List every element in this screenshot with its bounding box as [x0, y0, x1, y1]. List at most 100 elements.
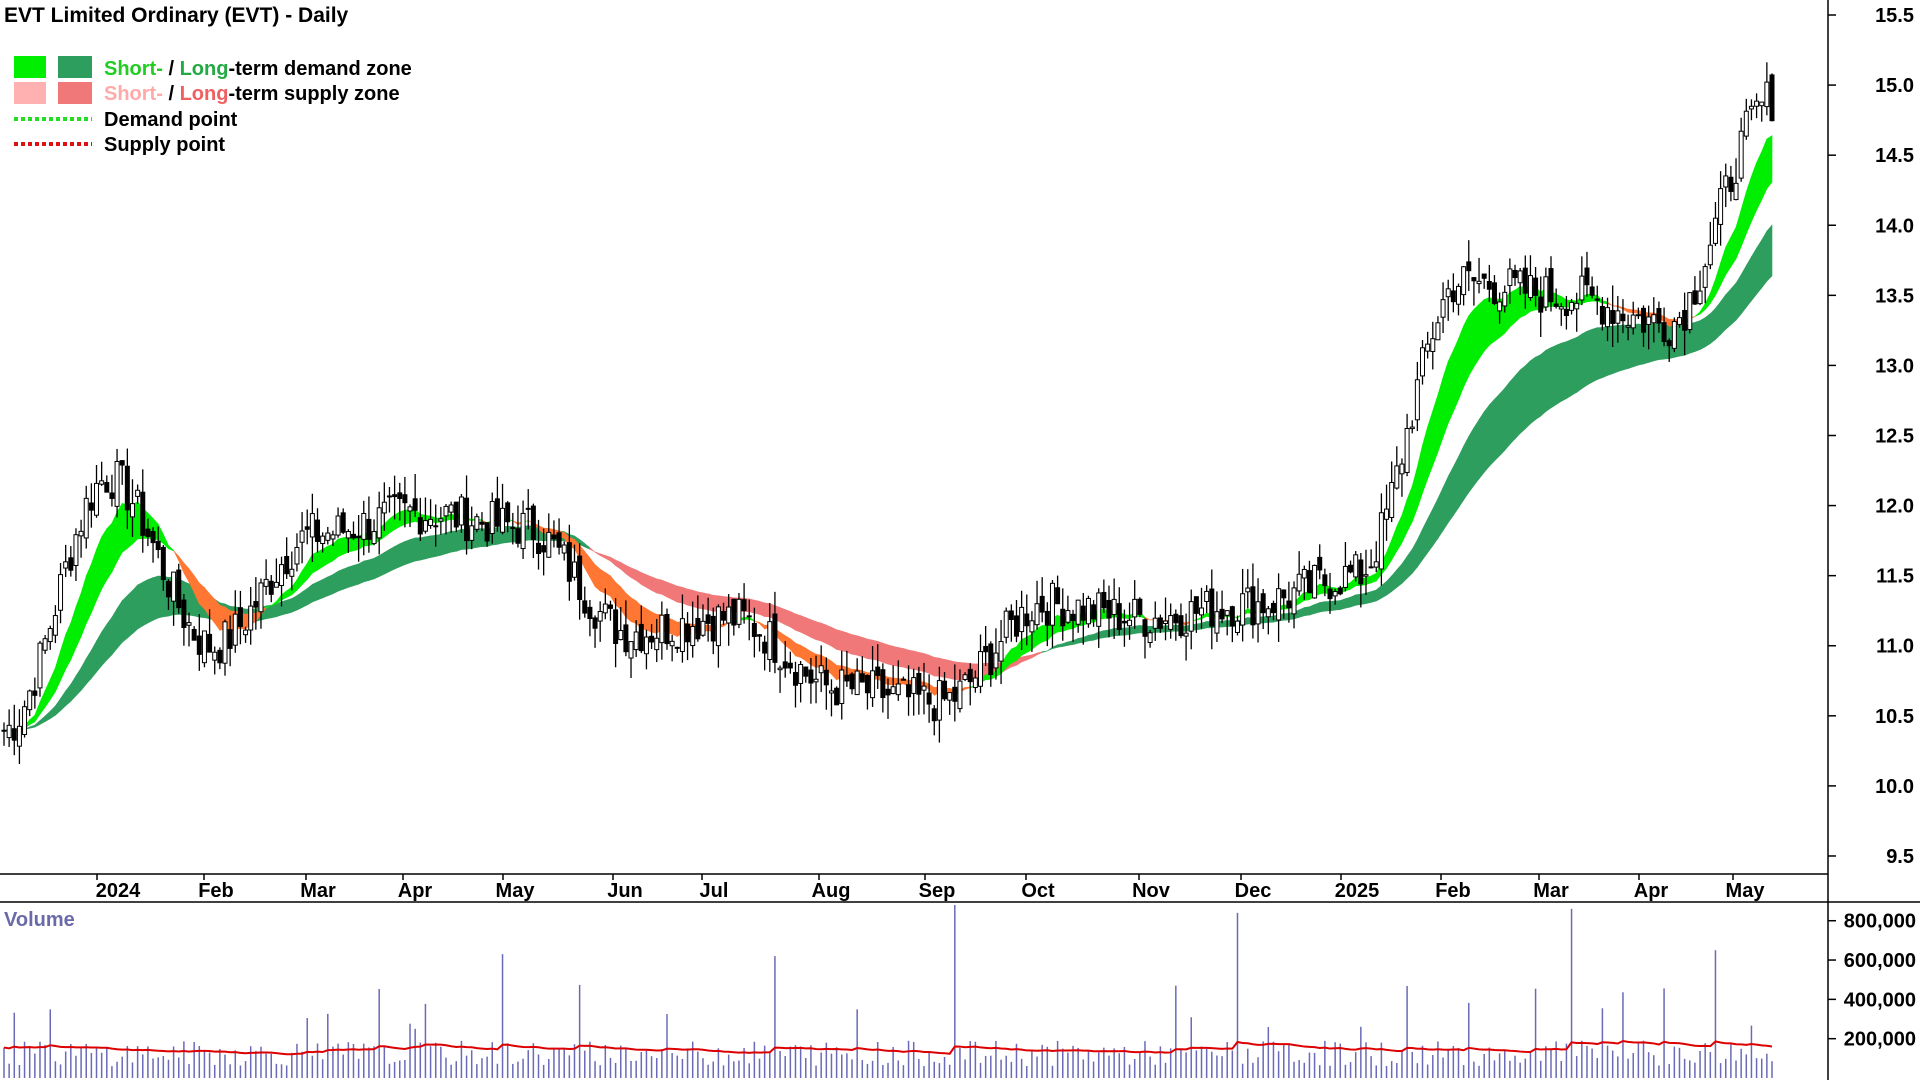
candle-body	[1296, 573, 1302, 592]
candle-body	[525, 507, 531, 510]
candle-body	[1111, 598, 1117, 616]
candle-body	[1702, 266, 1708, 288]
candle-body	[618, 630, 624, 641]
candle-body	[654, 637, 660, 651]
long-term-zone	[312, 581, 318, 603]
short-term-zone	[327, 543, 334, 565]
candle-body	[114, 460, 120, 507]
long-term-zone	[445, 530, 452, 555]
candle-body	[397, 492, 403, 500]
candle-body	[237, 607, 243, 628]
long-term-zone	[353, 563, 359, 587]
short-term-zone	[111, 511, 118, 573]
short-term-zone	[1514, 285, 1521, 324]
long-term-zone	[831, 626, 837, 650]
long-term-zone	[1571, 337, 1577, 396]
candle-body	[484, 522, 490, 542]
x-tick-label: Jul	[700, 880, 729, 902]
long-term-zone	[1196, 622, 1202, 631]
candle-body	[952, 686, 958, 702]
volume-title: Volume	[4, 909, 75, 931]
candle-body	[11, 728, 17, 741]
candle-body	[376, 507, 382, 539]
candle-body	[22, 706, 28, 736]
legend: Short- / Long-term demand zone Short- / …	[14, 56, 412, 156]
long-term-zone	[270, 603, 277, 619]
long-term-zone	[923, 653, 930, 674]
long-term-zone	[846, 632, 853, 655]
candle-body	[875, 666, 881, 676]
long-term-zone	[132, 584, 138, 635]
candle-body	[1676, 317, 1682, 325]
long-term-zone	[1746, 255, 1752, 309]
long-term-zone	[1710, 307, 1716, 345]
candle-body	[957, 680, 963, 710]
candle-body	[1234, 620, 1240, 633]
short-term-zone	[1483, 297, 1490, 352]
long-term-zone	[692, 589, 699, 609]
long-term-zone	[1365, 591, 1372, 604]
candle-body	[649, 635, 655, 643]
long-term-zone	[851, 634, 858, 656]
candle-body	[710, 615, 716, 642]
long-term-zone	[1540, 349, 1547, 417]
volume-tick-label: 400,000	[1844, 989, 1916, 1011]
candle-body	[1759, 101, 1765, 107]
x-tick-label: Nov	[1132, 880, 1171, 902]
candle-body	[1610, 309, 1616, 324]
long-term-zone	[1463, 436, 1470, 501]
long-term-zone	[784, 609, 791, 628]
candle-body	[350, 533, 356, 539]
candle-body	[926, 692, 932, 705]
candle-body	[1748, 105, 1754, 110]
candle-body	[1312, 564, 1318, 599]
short-term-zone	[337, 537, 344, 558]
candle-body	[320, 535, 326, 544]
candle-body	[176, 569, 182, 609]
candle-body	[638, 623, 644, 652]
candle-body	[6, 724, 12, 739]
long-term-zone	[1591, 327, 1598, 383]
candle-body	[911, 677, 917, 694]
long-term-zone	[641, 572, 647, 588]
candle-body	[330, 534, 336, 540]
short-term-zone	[1766, 135, 1773, 190]
candle-body	[849, 673, 855, 690]
candle-body	[1605, 307, 1611, 328]
candle-body	[1157, 617, 1163, 629]
candle-body	[1384, 508, 1390, 520]
candle-body	[83, 497, 89, 539]
candle-body	[129, 503, 135, 518]
candle-body	[1543, 276, 1549, 308]
long-term-zone	[666, 581, 673, 600]
long-term-zone	[111, 607, 118, 656]
short-term-zone	[1632, 309, 1639, 314]
candle-body	[135, 489, 141, 497]
short-term-zone	[342, 536, 349, 555]
candle-body	[1204, 590, 1210, 602]
long-term-zone	[358, 560, 365, 585]
candle-body	[1353, 554, 1359, 578]
candle-body	[1142, 619, 1148, 637]
long-term-zone	[1494, 393, 1500, 462]
short-term-zone	[116, 502, 123, 563]
candle-body	[1342, 565, 1348, 588]
candle-body	[993, 652, 999, 669]
candle-body	[63, 561, 69, 569]
candle-body	[1435, 322, 1441, 341]
long-term-zone	[1648, 323, 1655, 363]
candle-body	[916, 672, 922, 695]
candle-body	[119, 460, 125, 466]
candle-body	[494, 498, 500, 527]
candle-body	[1188, 601, 1194, 632]
candle-body	[1378, 512, 1384, 570]
candle-body	[1399, 463, 1405, 475]
long-term-zone	[1514, 369, 1521, 440]
long-term-zone	[949, 660, 956, 680]
candle-body	[1471, 277, 1477, 282]
legend-demand-point: Demand point	[104, 109, 238, 131]
candle-body	[1584, 267, 1590, 286]
candle-body	[109, 492, 115, 499]
long-term-zone	[152, 575, 159, 621]
candle-body	[464, 497, 470, 542]
